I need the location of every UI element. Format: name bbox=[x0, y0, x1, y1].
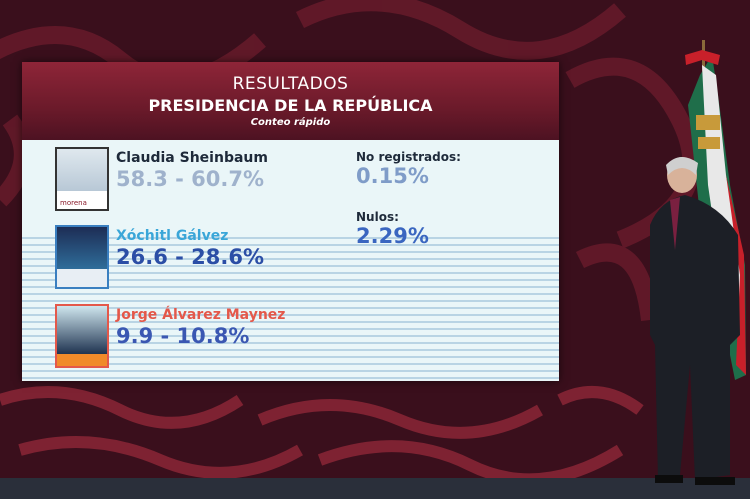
stat-value: 0.15% bbox=[356, 164, 429, 188]
candidate-name: Claudia Sheinbaum bbox=[116, 150, 268, 166]
candidate-name: Jorge Álvarez Maynez bbox=[116, 307, 286, 323]
stat-label: No registrados: bbox=[356, 150, 461, 164]
scanline-stripes bbox=[22, 232, 559, 381]
title: RESULTADOS bbox=[232, 74, 349, 94]
party-logo: morena bbox=[60, 199, 87, 207]
candidate-range: 9.9 - 10.8% bbox=[116, 324, 250, 348]
flag-and-speaker bbox=[650, 40, 746, 485]
candidate-photo bbox=[55, 225, 109, 289]
candidate-range: 58.3 - 60.7% bbox=[116, 167, 265, 191]
candidate-maynez: Jorge Álvarez Maynez 9.9 - 10.8% bbox=[55, 304, 355, 368]
results-screen: RESULTADOS PRESIDENCIA DE LA REPÚBLICA C… bbox=[22, 62, 559, 381]
note: Conteo rápido bbox=[250, 117, 331, 128]
candidate-sheinbaum: morena Claudia Sheinbaum 58.3 - 60.7% bbox=[55, 147, 355, 211]
screen-header: RESULTADOS PRESIDENCIA DE LA REPÚBLICA C… bbox=[22, 62, 559, 140]
candidate-name: Xóchitl Gálvez bbox=[116, 228, 229, 244]
stat-nulos: Nulos: 2.29% bbox=[356, 210, 429, 248]
candidate-galvez: Xóchitl Gálvez 26.6 - 28.6% bbox=[55, 225, 355, 289]
subtitle: PRESIDENCIA DE LA REPÚBLICA bbox=[148, 96, 433, 115]
stat-label: Nulos: bbox=[356, 210, 399, 224]
candidate-range: 26.6 - 28.6% bbox=[116, 245, 265, 269]
stat-value: 2.29% bbox=[356, 224, 429, 248]
speaker-person bbox=[650, 156, 740, 485]
stat-no-registrados: No registrados: 0.15% bbox=[356, 150, 461, 188]
candidate-photo bbox=[55, 304, 109, 368]
candidate-photo: morena bbox=[55, 147, 109, 211]
